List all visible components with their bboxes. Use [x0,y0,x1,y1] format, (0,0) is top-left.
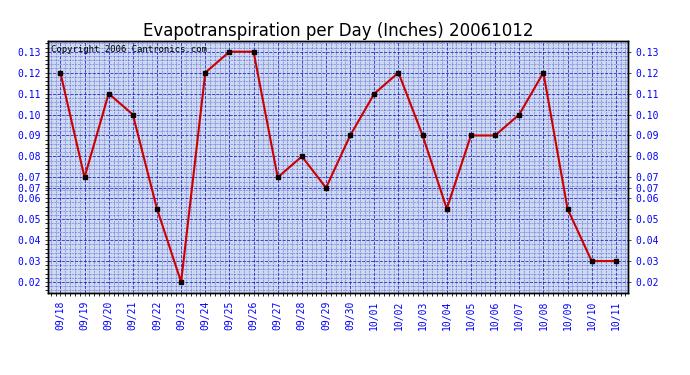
Title: Evapotranspiration per Day (Inches) 20061012: Evapotranspiration per Day (Inches) 2006… [143,22,533,40]
Text: Copyright 2006 Cantronics.com: Copyright 2006 Cantronics.com [51,45,207,54]
